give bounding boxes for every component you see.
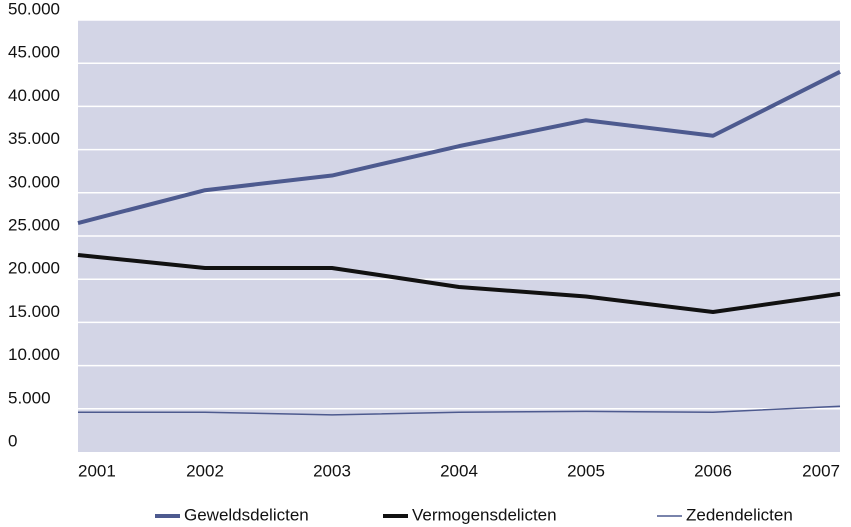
y-tick-label: 20.000: [8, 259, 60, 278]
x-tick-label: 2006: [694, 461, 732, 480]
y-tick-label: 25.000: [8, 215, 60, 234]
y-tick-label: 10.000: [8, 345, 60, 364]
y-tick-label: 45.000: [8, 43, 60, 62]
y-tick-label: 40.000: [8, 86, 60, 105]
x-tick-label: 2001: [78, 461, 116, 480]
x-tick-label: 2007: [802, 461, 840, 480]
legend-label: Zedendelicten: [686, 505, 793, 524]
x-tick-label: 2005: [567, 461, 605, 480]
series-line: [78, 405, 841, 416]
y-tick-label: 0: [8, 431, 17, 450]
y-tick-label: 15.000: [8, 302, 60, 321]
y-tick-label: 50.000: [8, 0, 60, 18]
x-tick-label: 2004: [440, 461, 478, 480]
x-tick-label: 2003: [313, 461, 351, 480]
legend-label: Vermogensdelicten: [412, 505, 557, 524]
series-line: [77, 70, 841, 225]
y-tick-label: 35.000: [8, 129, 60, 148]
x-tick-label: 2002: [186, 461, 224, 480]
series-line: [77, 253, 841, 315]
y-tick-label: 5.000: [8, 388, 51, 407]
y-tick-label: 30.000: [8, 172, 60, 191]
legend-label: Geweldsdelicten: [184, 505, 309, 524]
